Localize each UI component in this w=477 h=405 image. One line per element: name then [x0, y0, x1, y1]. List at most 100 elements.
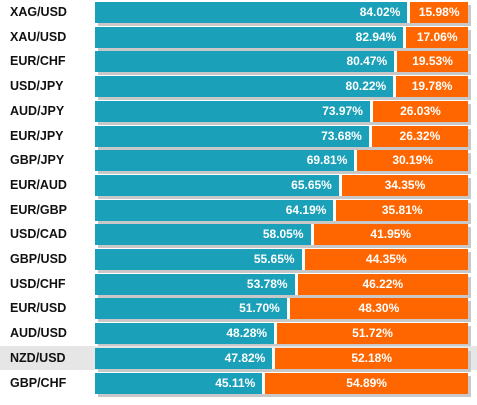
long-value-label: 82.94%	[355, 29, 397, 44]
category-label: GBP/CHF	[10, 375, 67, 390]
bar-track: 73.97% 26.03%	[95, 100, 471, 125]
long-bar	[95, 125, 370, 147]
bar-divider	[272, 347, 276, 369]
bar-row: XAU/USD 82.94% 17.06%	[0, 25, 477, 51]
bar-divider	[338, 174, 342, 196]
bar-track: 47.82% 52.18%	[95, 347, 471, 372]
bar-row: XAG/USD 84.02% 15.98%	[0, 0, 477, 26]
category-label: EUR/AUD	[10, 177, 67, 192]
short-value-label: 26.32%	[399, 128, 441, 143]
long-bar	[95, 199, 335, 221]
short-value-label: 17.06%	[416, 29, 458, 44]
bar-row: EUR/GBP 64.19% 35.81%	[0, 198, 477, 224]
long-bar	[95, 372, 264, 394]
short-value-label: 46.22%	[362, 276, 404, 291]
long-bar	[95, 224, 312, 246]
bar-row: USD/CHF 53.78% 46.22%	[0, 272, 477, 298]
short-bar	[311, 224, 468, 246]
bar-divider	[407, 2, 411, 23]
short-bar	[263, 372, 468, 394]
category-label: EUR/CHF	[10, 54, 66, 69]
bar-divider	[262, 372, 266, 394]
long-bar	[95, 150, 356, 172]
long-bar	[95, 100, 371, 122]
bar-row: EUR/CHF 80.47% 19.53%	[0, 49, 477, 76]
short-bar	[369, 125, 468, 147]
short-bar	[275, 323, 468, 345]
short-value-label: 35.81%	[381, 202, 423, 217]
short-value-label: 34.35%	[384, 177, 426, 192]
bar-divider	[301, 249, 305, 270]
category-label: XAG/USD	[10, 5, 67, 19]
short-bar	[287, 298, 468, 320]
long-bar	[95, 249, 303, 270]
long-bar	[95, 347, 274, 369]
long-value-label: 65.65%	[291, 177, 332, 192]
long-value-label: 80.47%	[346, 54, 388, 69]
bar-row: GBP/CHF 45.11% 54.89%	[0, 371, 477, 397]
category-label: USD/JPY	[10, 79, 64, 94]
bar-divider	[368, 125, 372, 147]
bar-divider	[369, 100, 373, 122]
bar-track: 58.05% 41.95%	[95, 224, 471, 249]
short-value-label: 41.95%	[370, 227, 412, 242]
short-bar	[394, 76, 468, 98]
long-bar	[95, 174, 340, 196]
bar-row: AUD/USD 48.28% 51.72%	[0, 321, 477, 348]
bar-row: USD/JPY 80.22% 19.78%	[0, 74, 477, 101]
category-label: USD/CAD	[10, 227, 67, 242]
long-value-label: 69.81%	[306, 153, 348, 168]
bar-divider	[310, 224, 314, 246]
short-value-label: 48.30%	[358, 301, 400, 316]
bar-row: AUD/JPY 73.97% 26.03%	[0, 99, 477, 125]
short-value-label: 54.89%	[346, 375, 387, 390]
category-label: NZD/USD	[10, 350, 66, 365]
short-bar	[302, 249, 468, 270]
short-value-label: 44.35%	[365, 252, 407, 266]
bar-divider	[393, 76, 397, 98]
short-value-label: 52.18%	[351, 350, 393, 365]
long-value-label: 53.78%	[246, 276, 288, 291]
long-value-label: 45.11%	[215, 375, 256, 390]
category-label: EUR/USD	[10, 301, 67, 316]
bar-track: 65.65% 34.35%	[95, 174, 471, 199]
short-bar	[404, 26, 468, 48]
short-bar	[408, 2, 468, 23]
long-value-label: 51.70%	[239, 301, 280, 316]
category-label: AUD/USD	[10, 326, 67, 341]
bar-row: EUR/USD 51.70% 48.30%	[0, 296, 477, 323]
short-value-label: 19.78%	[411, 79, 453, 94]
long-value-label: 80.22%	[345, 79, 387, 94]
short-bar	[273, 347, 468, 369]
bar-track: 45.11% 54.89%	[95, 372, 471, 397]
category-label: EUR/GBP	[10, 202, 67, 217]
long-bar	[95, 76, 395, 98]
short-value-label: 51.72%	[352, 326, 393, 341]
bar-track: 53.78% 46.22%	[95, 273, 471, 298]
short-bar	[295, 273, 468, 295]
long-bar	[95, 273, 296, 295]
long-value-label: 48.28%	[226, 326, 268, 341]
bar-divider	[333, 199, 337, 221]
bar-track: 80.22% 19.78%	[95, 76, 471, 101]
bar-track: 64.19% 35.81%	[95, 199, 471, 224]
bar-row: USD/CAD 58.05% 41.95%	[0, 222, 477, 249]
bar-track: 51.70% 48.30%	[95, 298, 471, 323]
bar-row: NZD/USD 47.82% 52.18%	[0, 345, 477, 372]
long-value-label: 73.68%	[321, 128, 362, 143]
bar-track: 73.68% 26.32%	[95, 125, 471, 150]
bar-divider	[274, 323, 278, 345]
category-label: GBP/JPY	[10, 153, 65, 168]
bar-row: EUR/JPY 73.68% 26.32%	[0, 124, 477, 150]
short-value-label: 19.53%	[412, 54, 453, 69]
short-value-label: 26.03%	[400, 103, 441, 118]
bar-divider	[294, 273, 298, 295]
short-bar	[395, 51, 468, 73]
long-value-label: 58.05%	[262, 227, 304, 242]
long-bar	[95, 2, 409, 23]
bar-row: EUR/AUD 65.65% 34.35%	[0, 173, 477, 199]
bar-track: 55.65% 44.35%	[95, 249, 471, 273]
category-label: AUD/JPY	[10, 103, 65, 118]
short-bar	[339, 174, 468, 196]
